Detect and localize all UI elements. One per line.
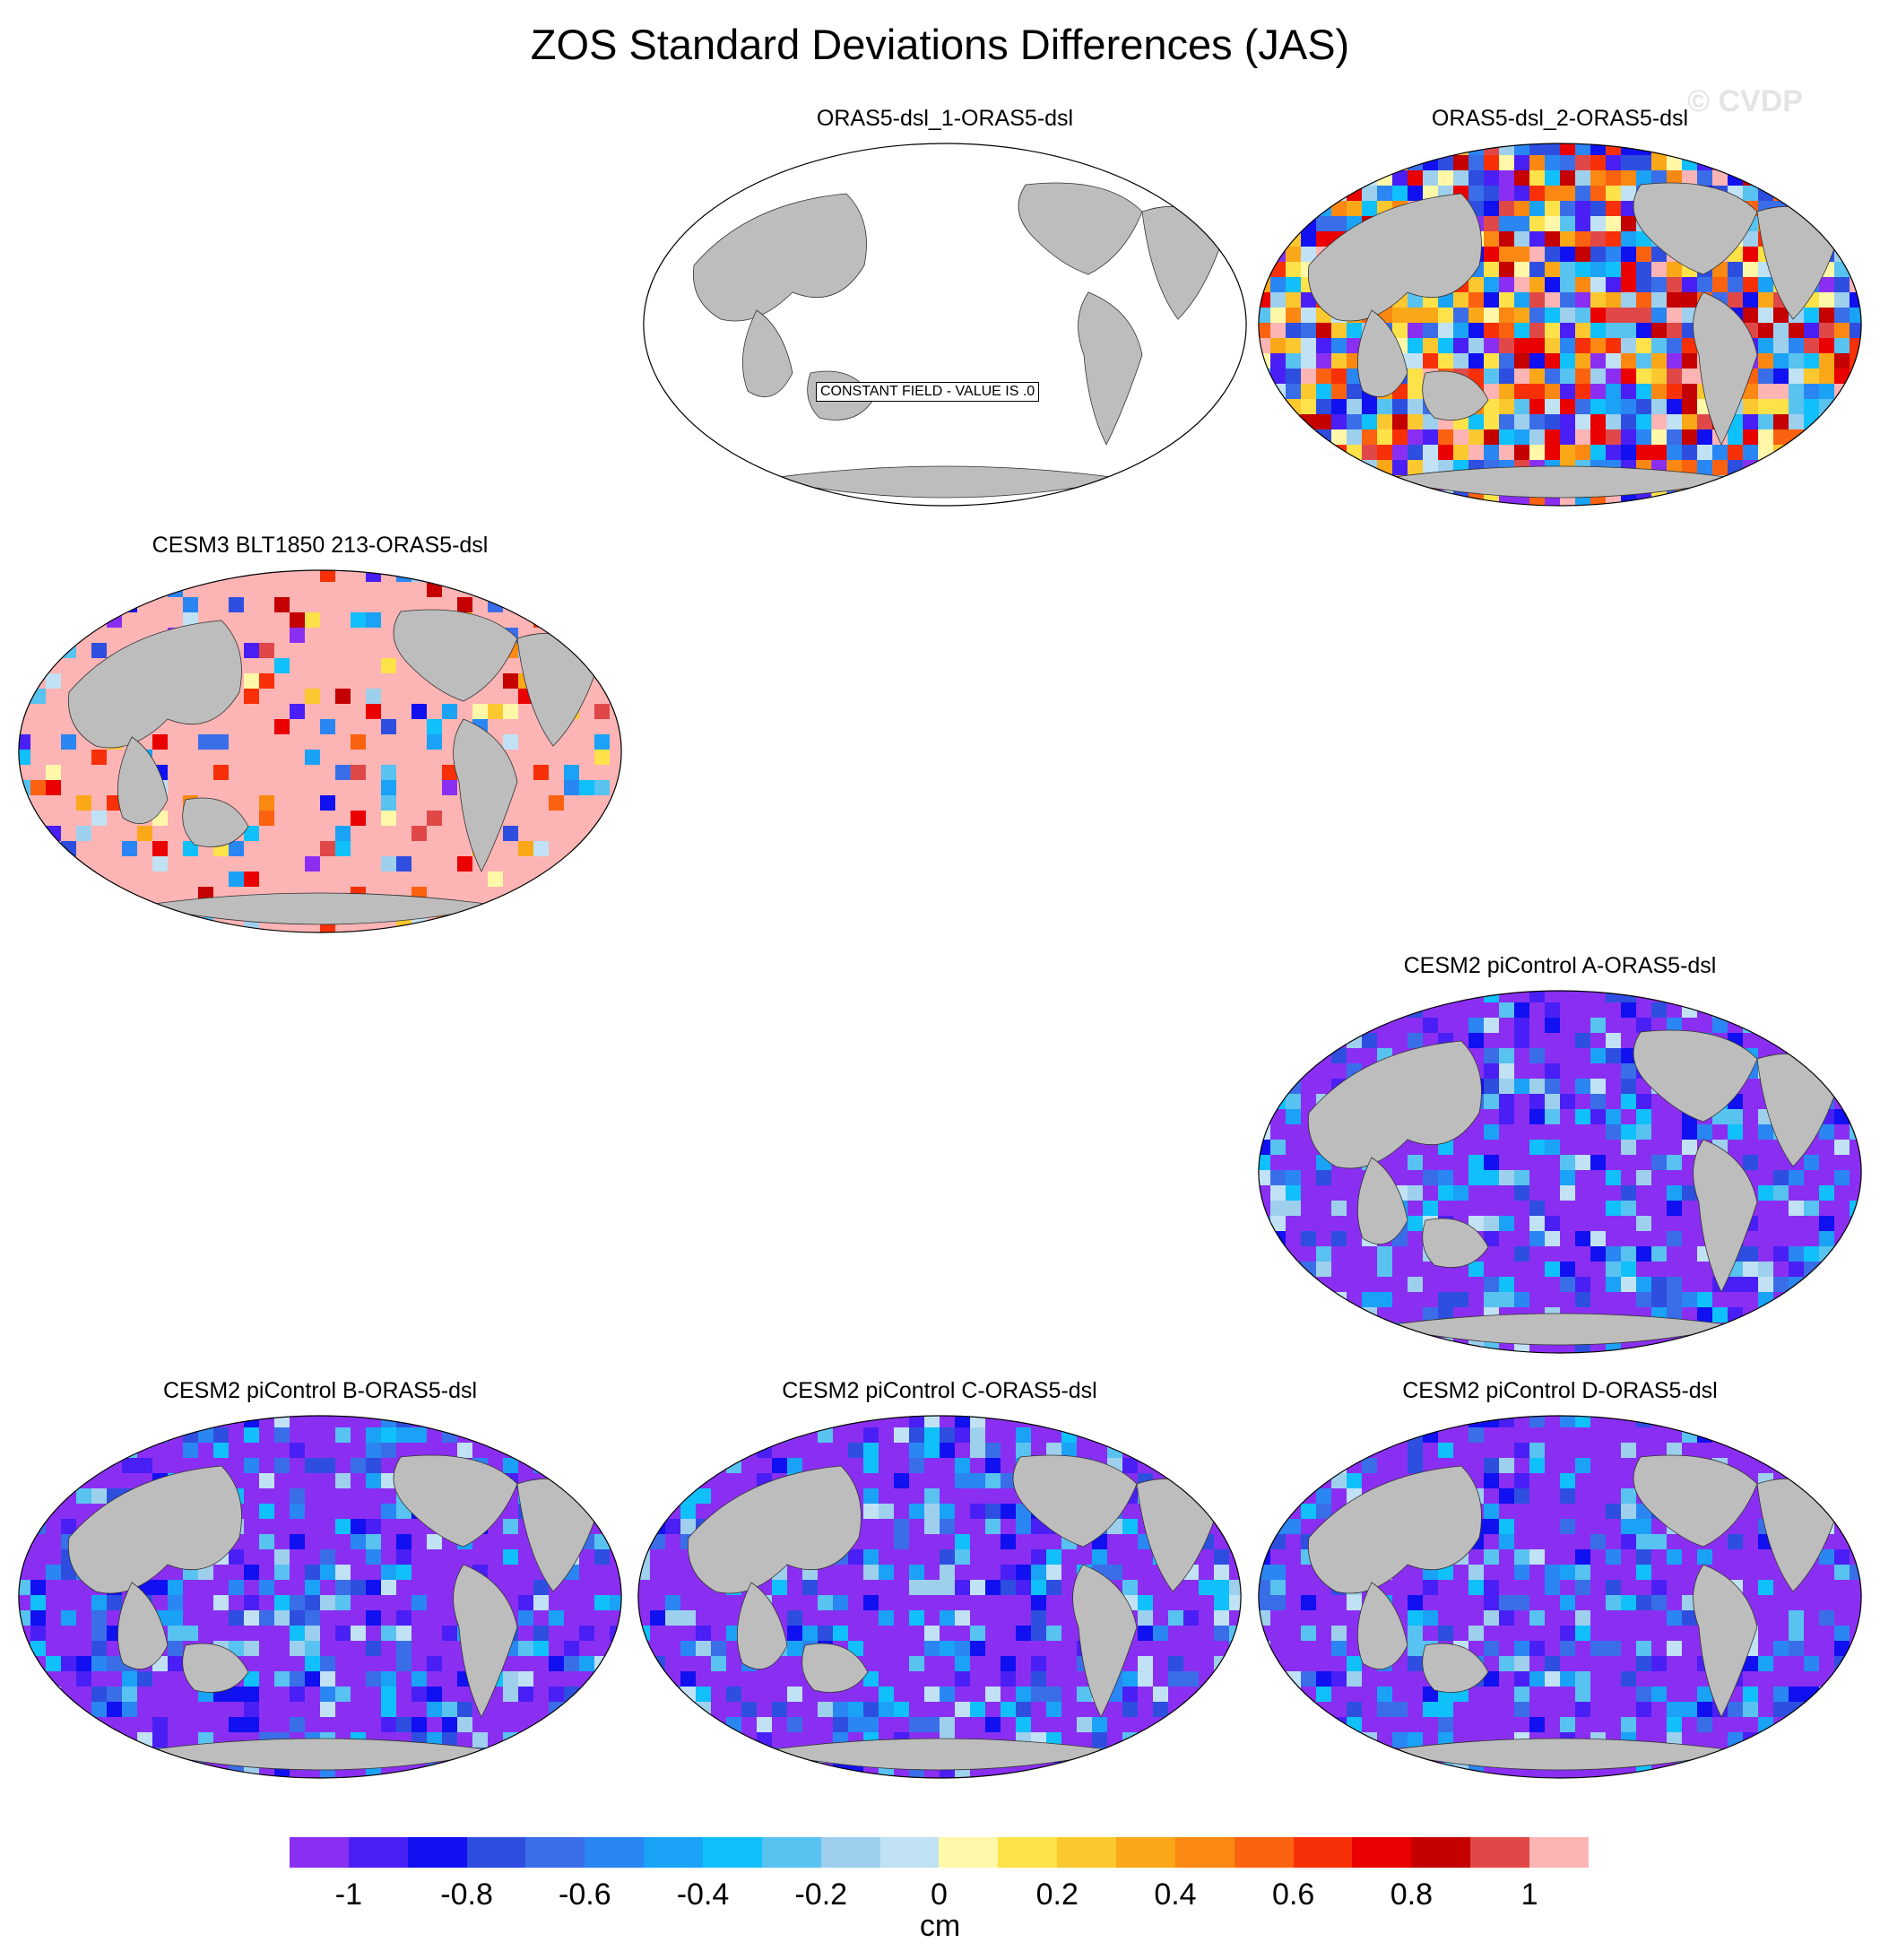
colorbar-swatch xyxy=(1411,1837,1470,1868)
map-mixed-field xyxy=(1255,140,1865,507)
figure-title: ZOS Standard Deviations Differences (JAS… xyxy=(0,20,1880,69)
map-panel-4: CESM2 piControl A-ORAS5-dsl xyxy=(1255,953,1865,1352)
colorbar-tick-label: 0 xyxy=(931,1878,948,1912)
colorbar-swatch xyxy=(408,1837,467,1868)
colorbar-tick-label: 0.2 xyxy=(1036,1878,1079,1912)
colorbar-swatch xyxy=(1175,1837,1235,1868)
colorbar-swatch xyxy=(880,1837,940,1868)
colorbar-swatch xyxy=(1235,1837,1294,1868)
colorbar-tick-label: -1 xyxy=(335,1878,362,1912)
colorbar-swatch xyxy=(703,1837,762,1868)
colorbar-tick-label: 1 xyxy=(1521,1878,1538,1912)
panel-title: ORAS5-dsl_2-ORAS5-dsl xyxy=(1255,106,1865,132)
colorbar-swatch xyxy=(644,1837,703,1868)
map-panel-6: CESM2 piControl C-ORAS5-dsl xyxy=(635,1378,1244,1777)
colorbar-swatch xyxy=(1057,1837,1116,1868)
colorbar-tick-label: -0.6 xyxy=(559,1878,611,1912)
colorbar-tick-label: 0.4 xyxy=(1154,1878,1196,1912)
colorbar-tick-label: -0.8 xyxy=(440,1878,493,1912)
colorbar-swatch xyxy=(290,1837,349,1868)
map-panel-7: CESM2 piControl D-ORAS5-dsl xyxy=(1255,1378,1865,1777)
colorbar-swatch xyxy=(762,1837,821,1868)
colorbar-swatch xyxy=(349,1837,408,1868)
colorbar-swatch xyxy=(998,1837,1057,1868)
constant-field-label: CONSTANT FIELD - VALUE IS .0 xyxy=(816,382,1039,402)
colorbar xyxy=(290,1837,1589,1868)
colorbar-tick-label: -0.4 xyxy=(677,1878,730,1912)
colorbar-swatch xyxy=(939,1837,998,1868)
colorbar-swatch xyxy=(821,1837,880,1868)
map-panel-5: CESM2 piControl B-ORAS5-dsl xyxy=(15,1378,625,1777)
colorbar-swatch xyxy=(1352,1837,1411,1868)
map-panel-3: CESM3 BLT1850 213-ORAS5-dsl xyxy=(15,533,625,932)
colorbar-swatch xyxy=(585,1837,644,1868)
colorbar-swatch xyxy=(467,1837,526,1868)
colorbar-swatch xyxy=(1470,1837,1529,1868)
map-positive-field xyxy=(15,567,625,934)
colorbar-ticks: -1 -0.8 -0.6 -0.4 -0.2 0 0.2 0.4 0.6 0.8 1 xyxy=(290,1878,1589,1913)
colorbar-tick-label: 0.8 xyxy=(1391,1878,1433,1912)
map-negative-field xyxy=(1255,987,1865,1355)
map-panel-2: ORAS5-dsl_2-ORAS5-dsl xyxy=(1255,106,1865,505)
panel-title: CESM2 piControl A-ORAS5-dsl xyxy=(1255,953,1865,979)
colorbar-tick-label: 0.6 xyxy=(1272,1878,1314,1912)
panel-title: CESM2 piControl D-ORAS5-dsl xyxy=(1255,1378,1865,1404)
colorbar-swatch xyxy=(1116,1837,1175,1868)
panel-title: CESM2 piControl B-ORAS5-dsl xyxy=(15,1378,625,1404)
map-negative-field xyxy=(15,1412,625,1780)
map-panel-1: ORAS5-dsl_1-ORAS5-dsl CONSTANT FIELD - V… xyxy=(640,106,1250,505)
colorbar-tick-label: -0.2 xyxy=(794,1878,847,1912)
colorbar-swatch xyxy=(1294,1837,1353,1868)
panel-title: CESM3 BLT1850 213-ORAS5-dsl xyxy=(15,533,625,559)
colorbar-swatch xyxy=(525,1837,585,1868)
colorbar-swatch xyxy=(1529,1837,1589,1868)
panel-title: CESM2 piControl C-ORAS5-dsl xyxy=(635,1378,1244,1404)
map-negative-field xyxy=(635,1412,1244,1780)
colorbar-unit: cm xyxy=(0,1909,1880,1944)
map-negative-field xyxy=(1255,1412,1865,1780)
map-constant-field xyxy=(640,140,1250,507)
panel-title: ORAS5-dsl_1-ORAS5-dsl xyxy=(640,106,1250,132)
